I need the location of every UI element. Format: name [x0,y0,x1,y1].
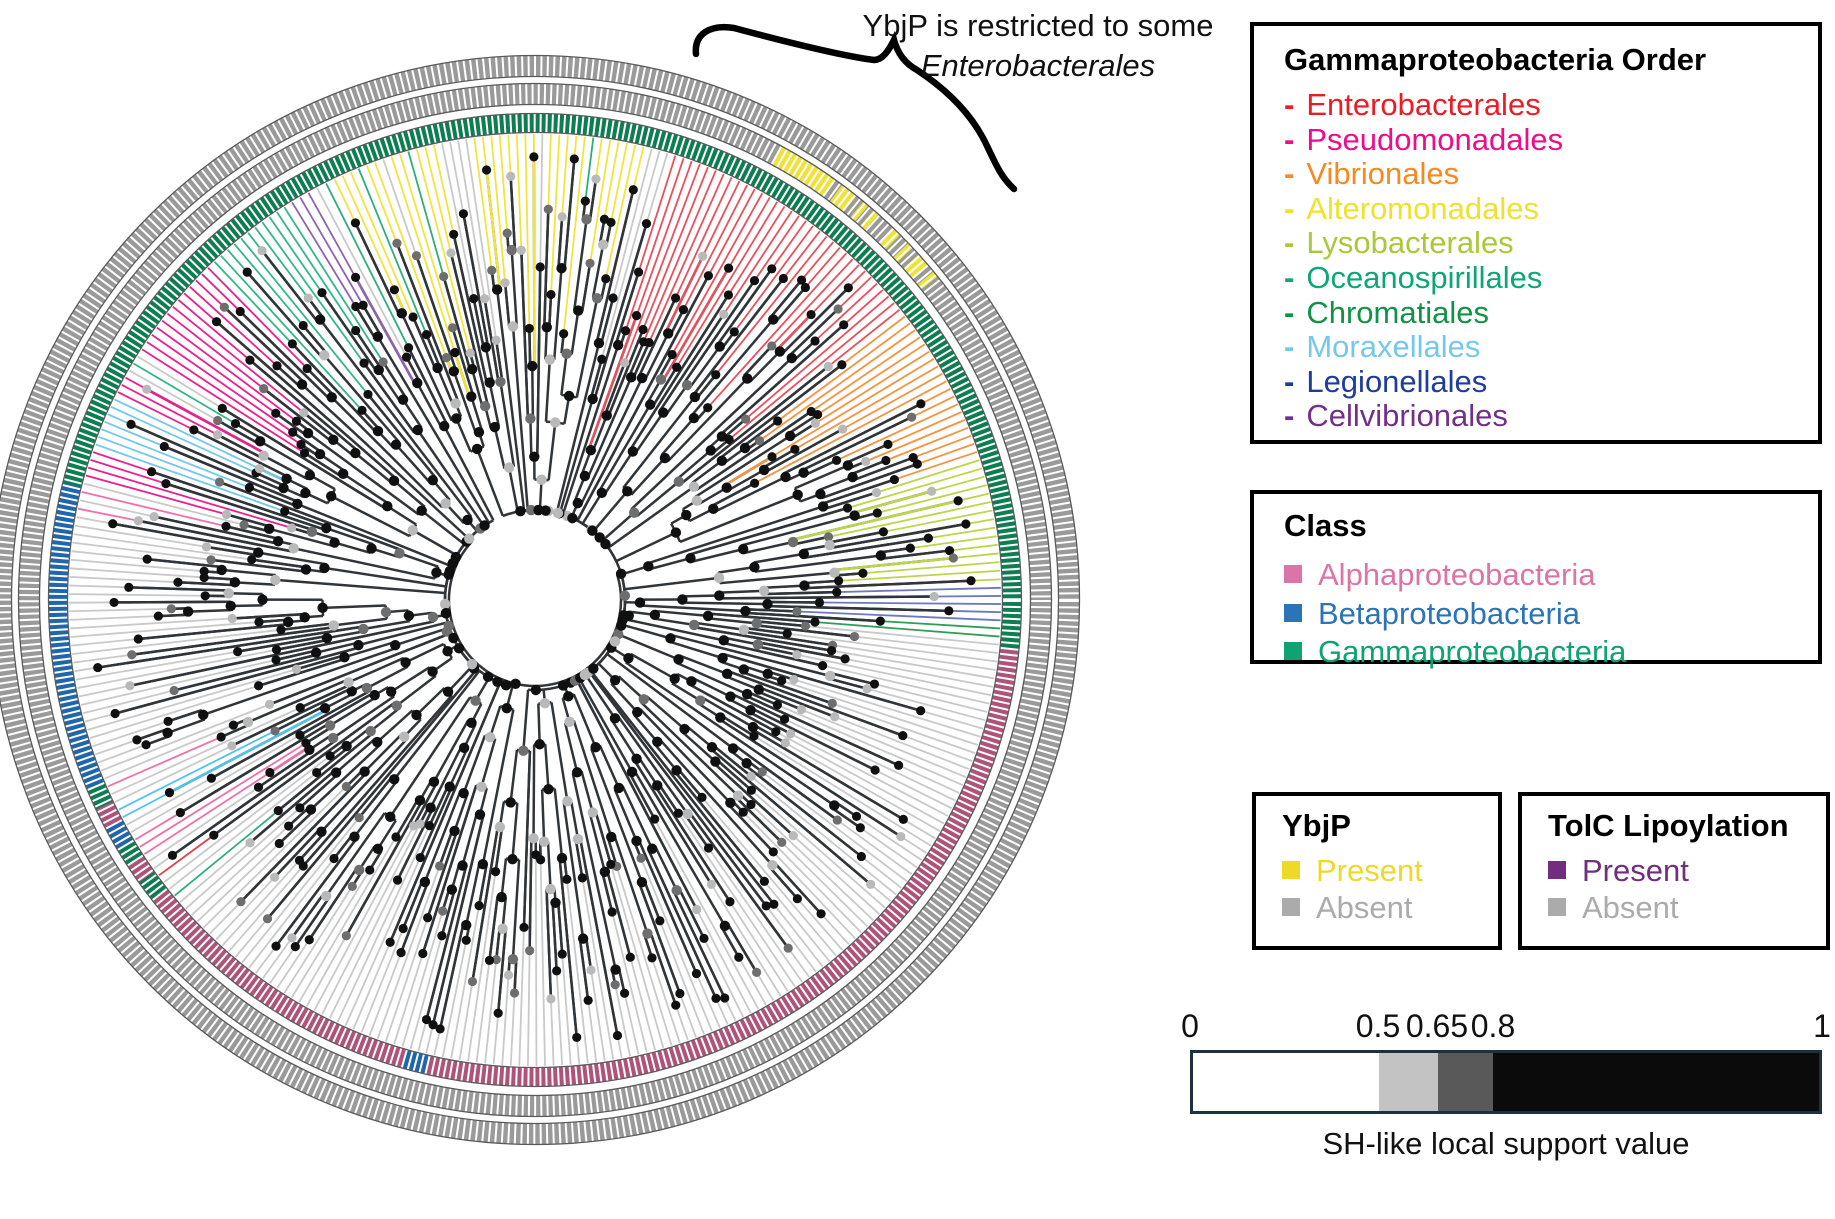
ybjp-ring [17,82,1053,1118]
legend-item-alphaproteobacteria: Alphaproteobacteria [1284,556,1818,595]
ybjp-annotation: YbjP is restricted to some Enterobactera… [848,6,1228,86]
legend-item-chromatiales: - Chromatiales [1284,294,1489,330]
tick-label: 0.5 [1355,1008,1401,1044]
legend-item-cellvibrionales: - Cellvibrionales [1284,398,1508,434]
legend-gammaproteobacteria-order: Gammaproteobacteria Order - Enterobactera… [1250,22,1822,444]
support-scale-bar [1190,1050,1822,1114]
legend-class-title: Class [1284,508,1367,543]
support-scale-ticks: 0 0.5 0.65 0.8 1 [1160,1008,1835,1044]
dash-icon: - [1284,259,1295,295]
class-ring [47,112,1023,1088]
legend-ybjp-present: Present [1282,852,1498,889]
dash-icon: - [1284,121,1295,157]
dash-icon: - [1284,363,1295,399]
swatch-icon [1548,898,1566,916]
dash-icon: - [1284,190,1295,226]
swatch-icon [1282,861,1300,879]
annotation-line2: Enterobacterales [920,48,1156,83]
legend-item-gammaproteobacteria: Gammaproteobacteria [1284,633,1818,672]
legend-ybjp-absent: Absent [1282,889,1498,926]
legend-item-alteromonadales: - Alteromonadales [1284,190,1539,226]
swatch-icon [1282,898,1300,916]
dash-icon: - [1284,398,1295,434]
support-dots [93,152,976,1043]
legend-class: Class Alphaproteobacteria Betaproteobact… [1250,490,1822,669]
leaf-extension-lines [69,133,1001,1067]
legend-item-oceanospirillales: - Oceanospirillales [1284,259,1543,295]
legend-tolc-lipoylation: TolC Lipoylation Present Absent [1518,792,1830,950]
tick-label: 1 [1813,1008,1831,1044]
legend-ybjp: YbjP Present Absent [1252,792,1502,950]
legend-item-lysobacterales: - Lysobacterales [1284,225,1514,261]
scale-segment-065-08 [1437,1053,1493,1111]
tick-label: 0.8 [1470,1008,1516,1044]
legend-tolc-title: TolC Lipoylation [1548,808,1789,843]
scale-segment-0-05 [1193,1053,1379,1111]
annotation-rings [0,54,1081,1146]
dash-icon: - [1284,294,1295,330]
legend-tolc-present: Present [1548,852,1826,889]
legend-item-enterobacterales: - Enterobacterales [1284,87,1541,122]
scale-segment-05-065 [1378,1053,1438,1111]
legend-tolc-absent: Absent [1548,889,1826,926]
legend-item-pseudomonadales: - Pseudomonadales [1284,121,1564,157]
scale-segment-08-1 [1492,1053,1819,1111]
dash-icon: - [1284,87,1295,122]
legend-item-betaproteobacteria: Betaproteobacteria [1284,595,1818,634]
tolc-ring [0,54,1081,1146]
legend-item-vibrionales: - Vibrionales [1284,156,1460,192]
legend-item-moraxellales: - Moraxellales [1284,329,1481,365]
dash-icon: - [1284,329,1295,365]
swatch-icon [1284,565,1302,583]
legend-ybjp-title: YbjP [1282,808,1351,843]
annotation-line1: YbjP is restricted to some [862,8,1214,43]
tick-label: 0 [1181,1008,1199,1044]
legend-item-legionellales: - Legionellales [1284,363,1488,399]
swatch-icon [1284,603,1302,622]
support-scale-caption: SH-like local support value [1322,1126,1690,1161]
legend-order-title: Gammaproteobacteria Order [1284,42,1707,77]
swatch-icon [1284,642,1302,660]
brace-icon [692,23,1018,193]
dash-icon: - [1284,156,1295,192]
dash-icon: - [1284,225,1295,261]
swatch-icon [1548,861,1566,879]
tick-label: 0.65 [1405,1008,1469,1044]
